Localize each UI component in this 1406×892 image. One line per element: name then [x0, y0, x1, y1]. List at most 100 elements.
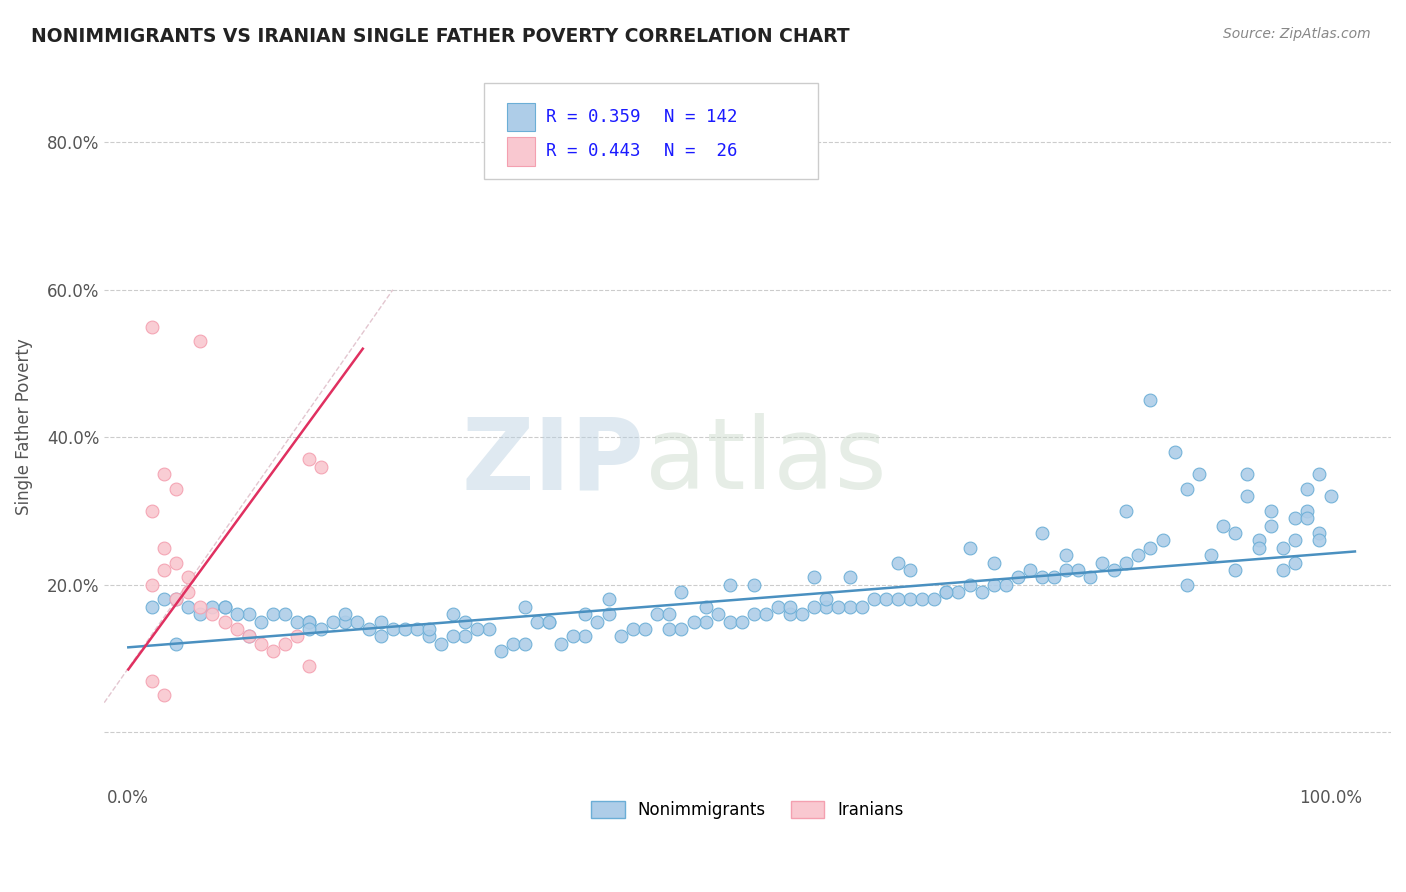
Point — [972, 585, 994, 599]
Point — [1031, 570, 1053, 584]
Point — [851, 599, 873, 614]
Point — [454, 629, 477, 643]
Point — [1260, 518, 1282, 533]
Point — [515, 599, 537, 614]
Point — [214, 599, 236, 614]
Point — [153, 563, 176, 577]
Text: N =  26: N = 26 — [664, 143, 738, 161]
Point — [141, 599, 163, 614]
Point — [309, 459, 332, 474]
Point — [1236, 467, 1258, 481]
Point — [695, 599, 717, 614]
Point — [346, 615, 368, 629]
Point — [1223, 526, 1246, 541]
FancyBboxPatch shape — [484, 83, 818, 179]
Point — [262, 607, 284, 622]
Point — [742, 577, 765, 591]
Point — [1007, 570, 1029, 584]
Point — [935, 585, 957, 599]
Point — [285, 615, 308, 629]
Point — [190, 607, 212, 622]
Point — [526, 615, 548, 629]
Point — [441, 607, 464, 622]
Point — [586, 615, 609, 629]
Point — [814, 599, 837, 614]
Point — [911, 592, 934, 607]
Point — [610, 629, 633, 643]
Point — [249, 637, 271, 651]
Point — [562, 629, 585, 643]
Point — [1104, 563, 1126, 577]
Point — [394, 622, 416, 636]
Point — [249, 615, 271, 629]
Point — [647, 607, 669, 622]
Point — [658, 607, 681, 622]
Point — [381, 622, 404, 636]
Point — [214, 615, 236, 629]
Point — [1212, 518, 1234, 533]
Point — [671, 585, 693, 599]
Point — [201, 607, 224, 622]
Point — [225, 607, 247, 622]
Point — [238, 607, 260, 622]
Text: NONIMMIGRANTS VS IRANIAN SINGLE FATHER POVERTY CORRELATION CHART: NONIMMIGRANTS VS IRANIAN SINGLE FATHER P… — [31, 27, 849, 45]
Point — [141, 673, 163, 688]
Point — [742, 607, 765, 622]
Point — [418, 622, 440, 636]
Point — [153, 541, 176, 555]
Point — [165, 592, 187, 607]
Point — [1054, 548, 1077, 562]
Point — [1260, 504, 1282, 518]
Point — [779, 599, 801, 614]
Point — [1139, 393, 1161, 408]
Point — [285, 629, 308, 643]
Point — [1295, 482, 1317, 496]
Point — [489, 644, 512, 658]
Point — [1187, 467, 1209, 481]
Point — [598, 607, 620, 622]
Point — [1247, 533, 1270, 548]
Point — [814, 592, 837, 607]
Point — [441, 629, 464, 643]
Point — [165, 482, 187, 496]
Point — [682, 615, 704, 629]
Point — [827, 599, 849, 614]
Point — [153, 688, 176, 702]
Point — [790, 607, 813, 622]
Point — [574, 607, 596, 622]
Point — [298, 615, 321, 629]
Point — [1271, 541, 1294, 555]
Text: R = 0.359: R = 0.359 — [546, 108, 640, 126]
FancyBboxPatch shape — [508, 103, 536, 131]
Point — [298, 658, 321, 673]
Point — [1019, 563, 1042, 577]
Point — [1308, 526, 1330, 541]
Point — [1031, 526, 1053, 541]
Point — [718, 615, 741, 629]
Point — [983, 577, 1005, 591]
Point — [1175, 482, 1198, 496]
Point — [574, 629, 596, 643]
Point — [922, 592, 945, 607]
Point — [357, 622, 380, 636]
Point — [1115, 504, 1137, 518]
Point — [755, 607, 778, 622]
Point — [322, 615, 344, 629]
Point — [1271, 563, 1294, 577]
Point — [430, 637, 453, 651]
Point — [515, 637, 537, 651]
Point — [502, 637, 524, 651]
Y-axis label: Single Father Poverty: Single Father Poverty — [15, 338, 32, 515]
Point — [1236, 489, 1258, 503]
Point — [695, 615, 717, 629]
Point — [454, 615, 477, 629]
Point — [177, 599, 200, 614]
Point — [838, 599, 860, 614]
Point — [1223, 563, 1246, 577]
Text: atlas: atlas — [645, 413, 886, 510]
Point — [671, 622, 693, 636]
Point — [201, 599, 224, 614]
Text: R = 0.443: R = 0.443 — [546, 143, 640, 161]
Text: Source: ZipAtlas.com: Source: ZipAtlas.com — [1223, 27, 1371, 41]
Point — [946, 585, 969, 599]
